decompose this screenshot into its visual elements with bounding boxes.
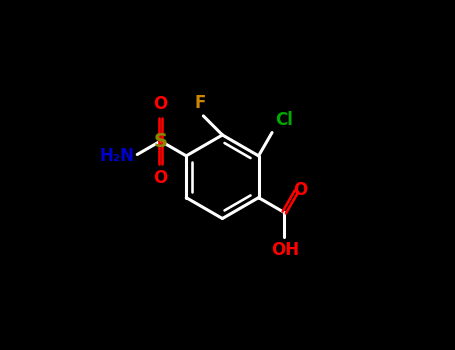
Text: H₂N: H₂N xyxy=(100,147,135,165)
Text: O: O xyxy=(153,95,168,113)
Text: O: O xyxy=(153,169,168,187)
Text: Cl: Cl xyxy=(275,111,293,129)
Text: OH: OH xyxy=(272,241,300,259)
Text: F: F xyxy=(195,94,207,112)
Text: O: O xyxy=(293,181,308,199)
Text: S: S xyxy=(153,132,167,150)
